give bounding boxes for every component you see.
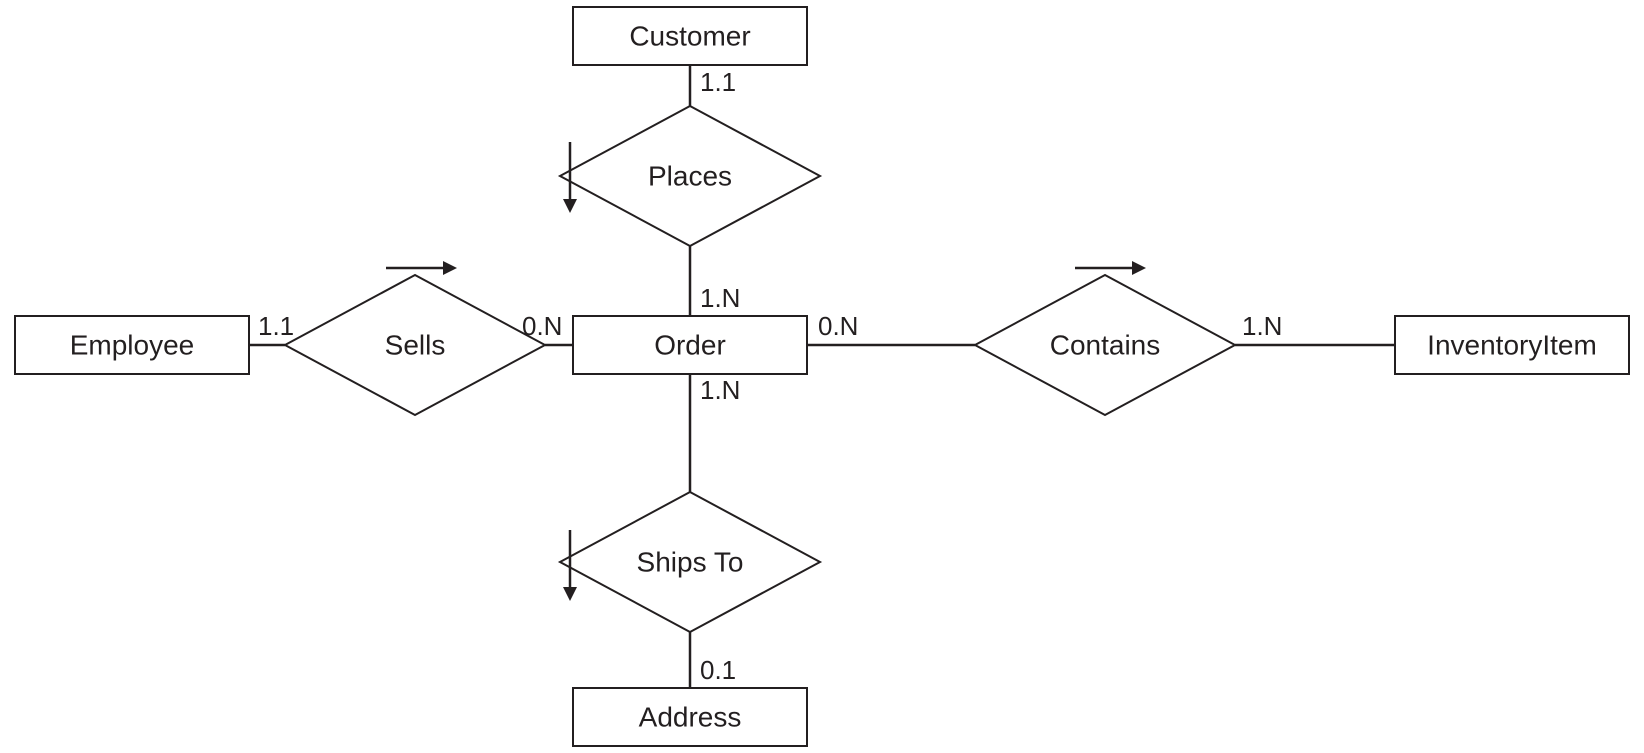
entity-label-customer: Customer (629, 20, 750, 51)
relationship-contains: Contains (975, 275, 1235, 415)
cardinality-label: 0.1 (700, 655, 736, 685)
entity-label-employee: Employee (70, 329, 195, 360)
shapes-layer: Customer Employee Order InventoryItem Addres… (15, 7, 1629, 746)
entity-label-order: Order (654, 329, 726, 360)
relationship-label-places: Places (648, 160, 732, 191)
relationship-sells: Sells (285, 275, 545, 415)
cardinality-label: 0.N (522, 311, 562, 341)
cardinality-label: 1.1 (258, 311, 294, 341)
contains-arrow (1075, 261, 1146, 275)
relationship-label-contains: Contains (1050, 329, 1161, 360)
relationship-label-sells: Sells (385, 329, 446, 360)
er-diagram: Customer Employee Order InventoryItem Addres… (0, 0, 1644, 753)
sells-arrow (386, 261, 457, 275)
entity-customer: Customer (573, 7, 807, 65)
cardinality-label: 1.N (1242, 311, 1282, 341)
cardinality-label: 1.1 (700, 67, 736, 97)
relationship-shipsto: Ships To (560, 492, 820, 632)
cardinality-label: 1.N (700, 283, 740, 313)
entity-employee: Employee (15, 316, 249, 374)
cardinality-label: 1.N (700, 375, 740, 405)
relationship-places: Places (560, 106, 820, 246)
relationship-label-shipsto: Ships To (637, 546, 744, 577)
entity-address: Address (573, 688, 807, 746)
entity-label-inventory: InventoryItem (1427, 329, 1597, 360)
cardinality-label: 0.N (818, 311, 858, 341)
entity-label-address: Address (639, 701, 742, 732)
entity-order: Order (573, 316, 807, 374)
entity-inventory: InventoryItem (1395, 316, 1629, 374)
